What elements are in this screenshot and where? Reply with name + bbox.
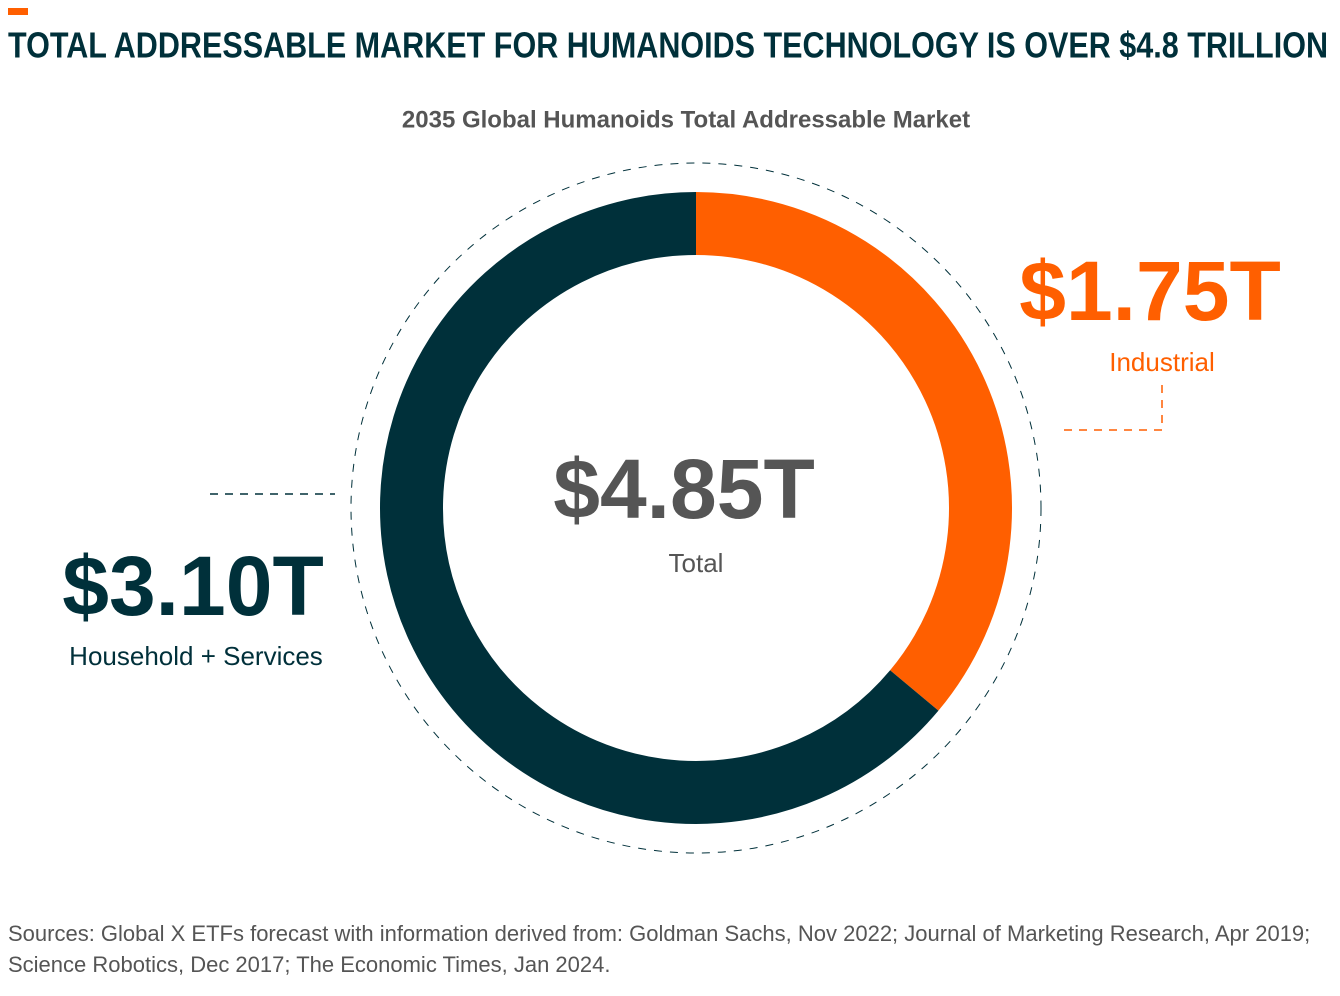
- donut-segment: [380, 192, 939, 824]
- chart-subtitle: 2035 Global Humanoids Total Addressable …: [402, 106, 970, 133]
- dashed-ring: [350, 162, 1042, 854]
- accent-bar: [8, 8, 28, 15]
- value-label: $1.75T: [1019, 244, 1281, 338]
- category-label: Household + Services: [69, 641, 323, 671]
- chart-title: TOTAL ADDRESSABLE MARKET FOR HUMANOIDS T…: [8, 25, 1328, 66]
- donut-segment: [695, 192, 1012, 711]
- connector: [1060, 385, 1163, 431]
- source-line: Science Robotics, Dec 2017; The Economic…: [8, 952, 610, 977]
- total-caption: Total: [669, 548, 724, 578]
- value-label: $3.10T: [62, 539, 324, 633]
- category-label: Industrial: [1109, 347, 1215, 377]
- source-line: Sources: Global X ETFs forecast with inf…: [8, 921, 1310, 946]
- total-value: $4.85T: [553, 442, 815, 536]
